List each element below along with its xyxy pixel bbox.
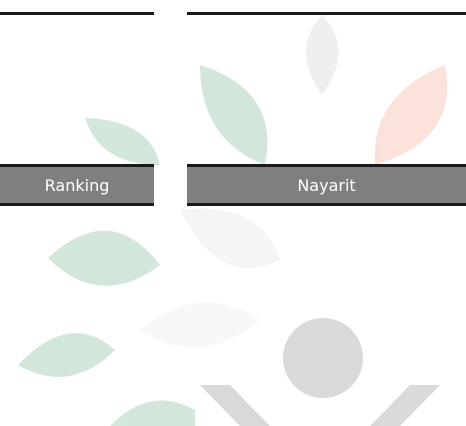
screen: Ranking Nayarit (0, 0, 466, 426)
background-logo (0, 0, 466, 426)
top-rule (0, 12, 154, 15)
top-rule (187, 12, 466, 15)
column-header: Ranking (0, 164, 154, 206)
column-header: Nayarit (187, 164, 466, 206)
